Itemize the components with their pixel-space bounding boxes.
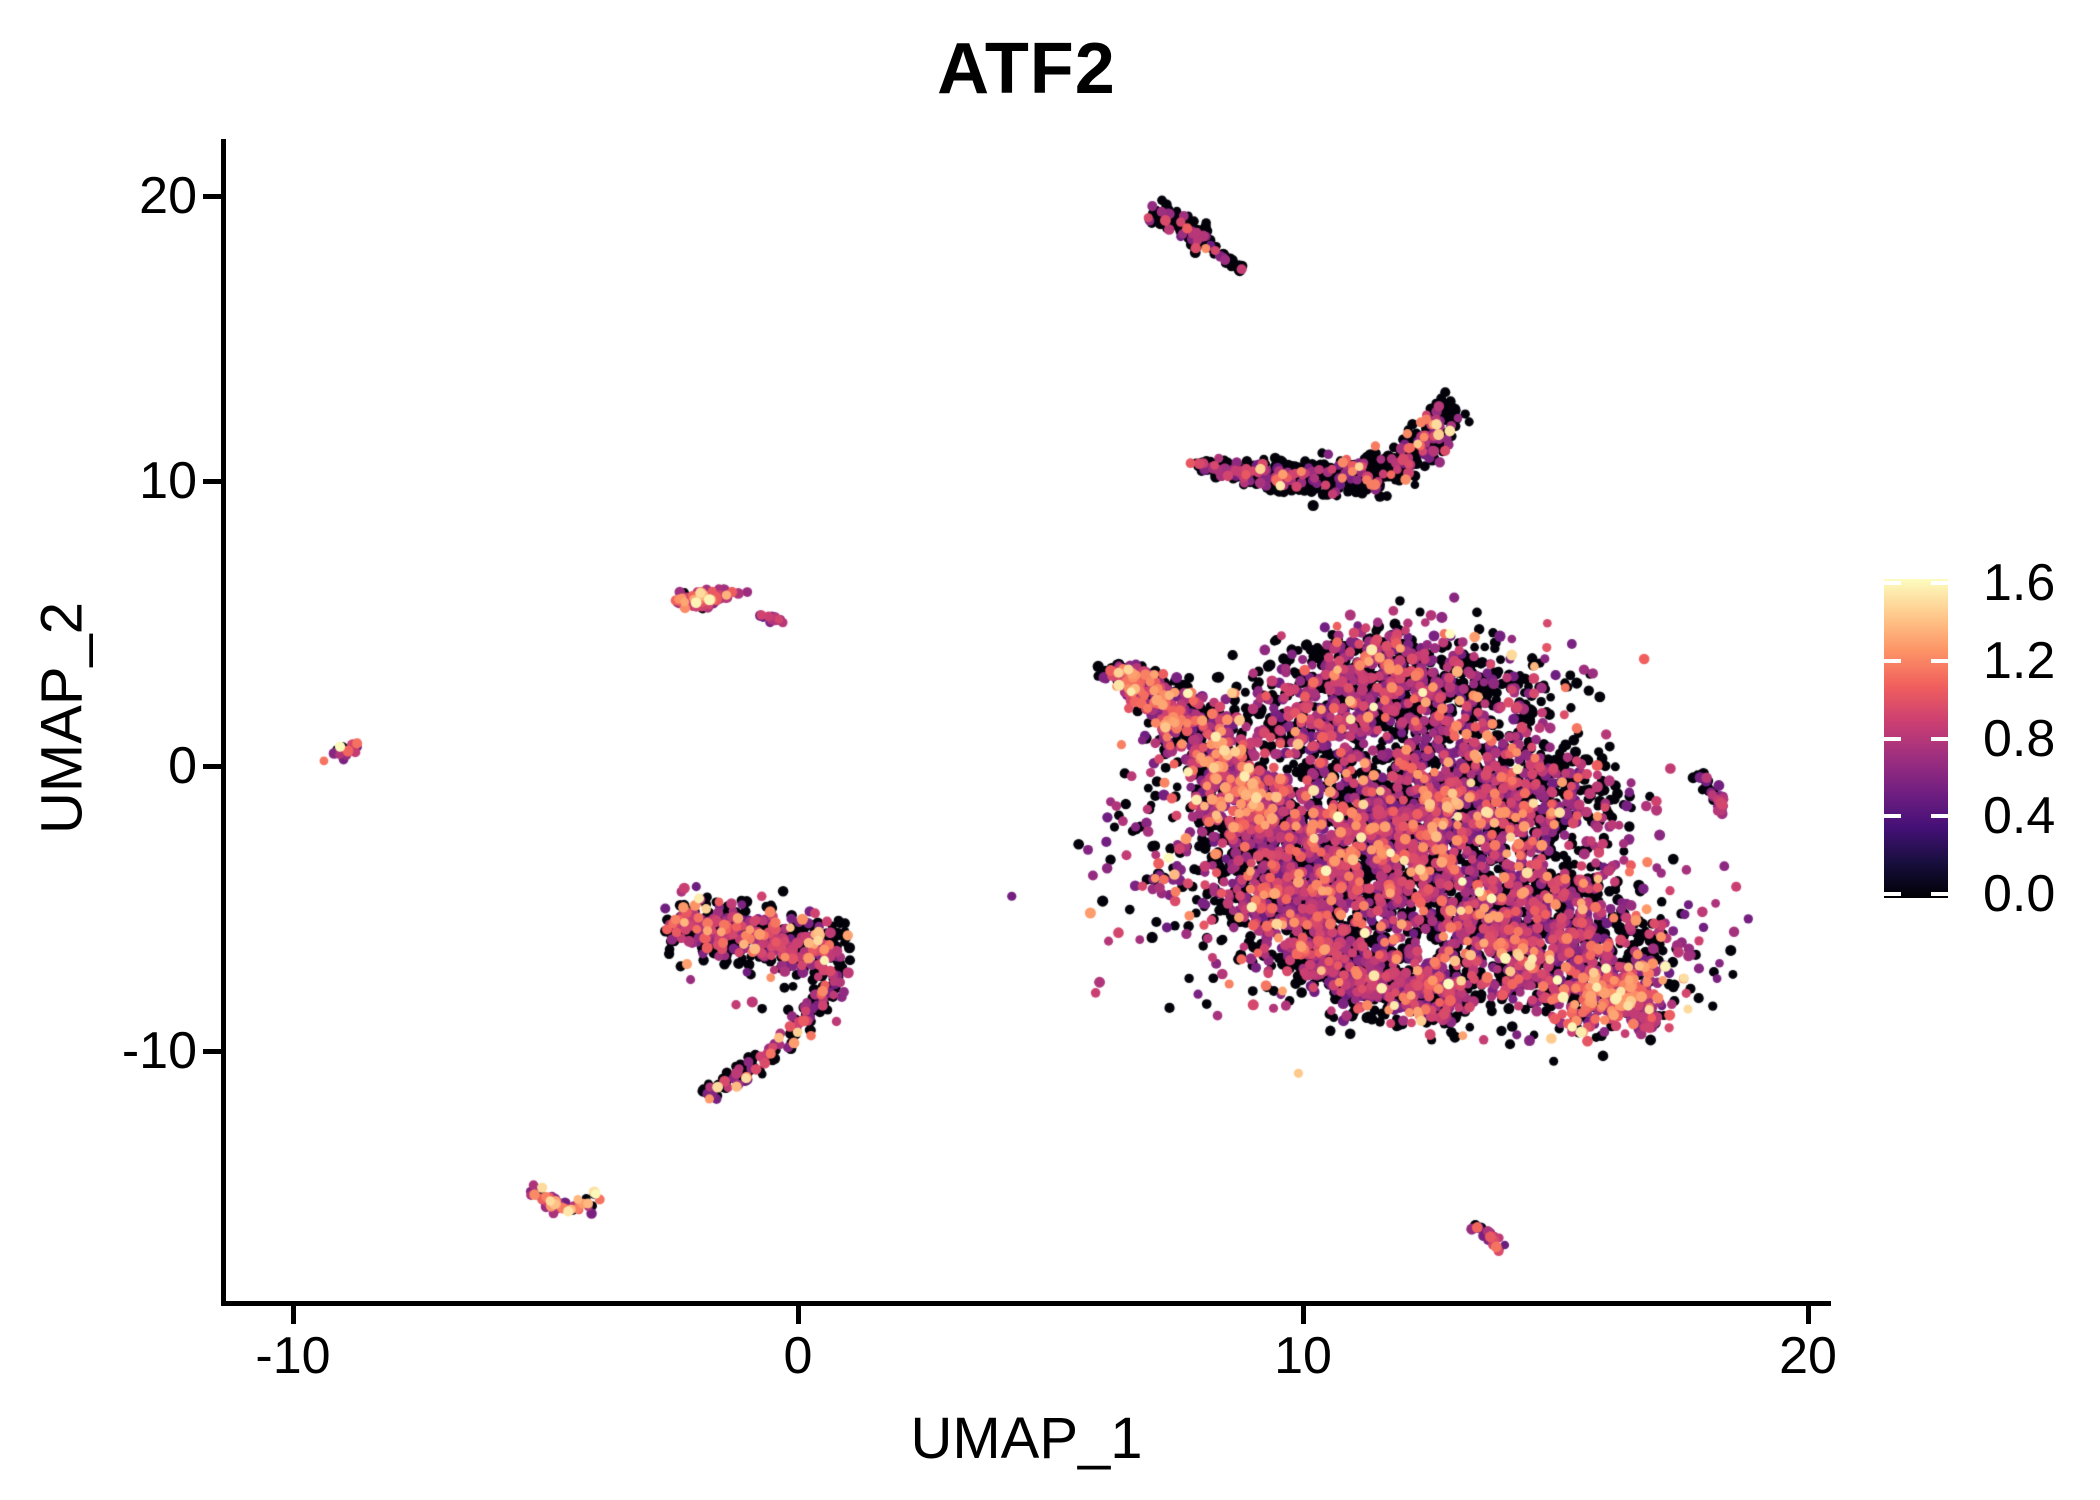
x-tick-label: 20: [1779, 1327, 1837, 1385]
x-tick-label: 0: [783, 1327, 813, 1385]
colorbar: [1884, 579, 1948, 898]
colorbar-tick-mark: [1931, 736, 1948, 741]
x-tick-mark: [1805, 1306, 1811, 1324]
y-tick-label: 20: [139, 167, 197, 225]
x-tick-mark: [1300, 1306, 1306, 1324]
x-tick-label: 10: [1274, 1327, 1332, 1385]
colorbar-tick-label: 0.8: [1983, 709, 2056, 768]
x-tick-mark: [795, 1306, 801, 1324]
colorbar-tick-label: 1.2: [1983, 631, 2056, 690]
colorbar-tick-mark: [1884, 814, 1901, 819]
colorbar-tick-mark: [1884, 580, 1901, 585]
y-tick-mark: [203, 193, 221, 199]
x-axis-line: [221, 1301, 1831, 1306]
plot-title: ATF2: [937, 29, 1116, 109]
colorbar-tick-mark: [1931, 658, 1948, 663]
colorbar-tick-mark: [1931, 892, 1948, 897]
x-axis-title: UMAP_1: [910, 1406, 1143, 1471]
y-tick-mark: [203, 1048, 221, 1054]
colorbar-tick-mark: [1884, 736, 1901, 741]
y-tick-label: 0: [168, 737, 197, 795]
colorbar-tick-label: 1.6: [1983, 553, 2056, 612]
y-axis-line: [221, 139, 226, 1305]
y-axis-title: UMAP_2: [29, 601, 95, 835]
colorbar-tick-mark: [1884, 658, 1901, 663]
y-tick-mark: [203, 478, 221, 484]
y-tick-label: 10: [139, 452, 197, 510]
y-tick-label: -10: [121, 1022, 197, 1080]
colorbar-tick-mark: [1931, 580, 1948, 585]
colorbar-tick-mark: [1884, 892, 1901, 897]
x-tick-mark: [290, 1306, 296, 1324]
colorbar-tick-mark: [1931, 814, 1948, 819]
x-tick-label: -10: [255, 1327, 331, 1385]
colorbar-tick-label: 0.0: [1983, 865, 2056, 924]
y-tick-mark: [203, 763, 221, 769]
colorbar-tick-label: 0.4: [1983, 787, 2056, 846]
